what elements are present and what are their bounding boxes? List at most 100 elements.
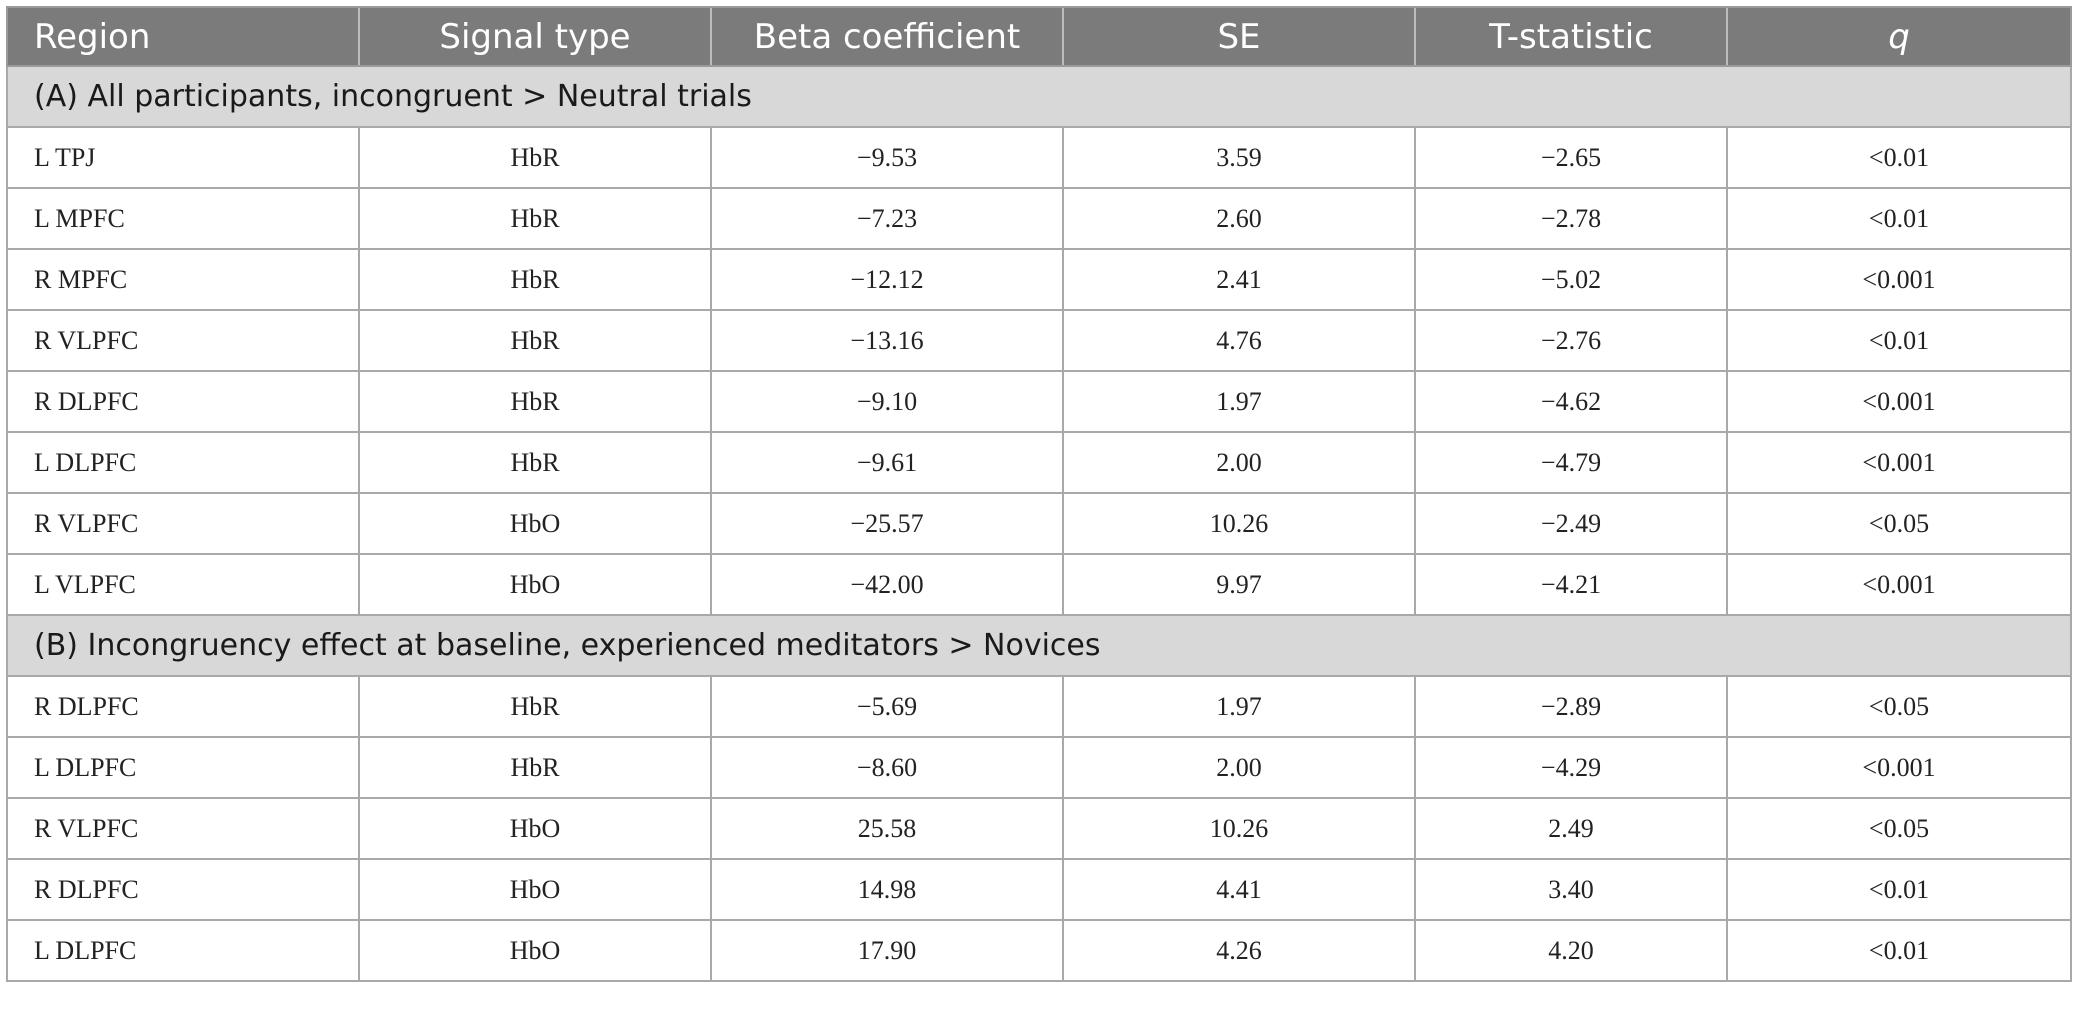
cell-q: <0.01 [1726, 187, 2072, 250]
cell-q: <0.01 [1726, 858, 2072, 921]
section-header-row: (B) Incongruency effect at baseline, exp… [6, 614, 2072, 677]
cell-t-statistic: −4.79 [1414, 431, 1728, 494]
cell-region: L MPFC [6, 187, 360, 250]
cell-signal-type: HbR [358, 126, 712, 189]
section-header-row: (A) All participants, incongruent > Neut… [6, 65, 2072, 128]
cell-se: 1.97 [1062, 370, 1416, 433]
cell-beta: −9.10 [710, 370, 1064, 433]
table-row: L VLPFC HbO −42.00 9.97 −4.21 <0.001 [6, 553, 2072, 616]
table-row: L TPJ HbR −9.53 3.59 −2.65 <0.01 [6, 126, 2072, 189]
cell-se: 2.60 [1062, 187, 1416, 250]
cell-beta: −5.69 [710, 675, 1064, 738]
cell-q: <0.01 [1726, 919, 2072, 982]
table-header: Region Signal type Beta coefficient SE T… [6, 6, 2072, 67]
cell-t-statistic: −4.29 [1414, 736, 1728, 799]
cell-q: <0.05 [1726, 492, 2072, 555]
table-body: (A) All participants, incongruent > Neut… [6, 65, 2072, 982]
cell-q: <0.001 [1726, 736, 2072, 799]
cell-beta: −9.53 [710, 126, 1064, 189]
cell-q: <0.001 [1726, 370, 2072, 433]
header-q: q [1726, 6, 2072, 67]
cell-beta: −8.60 [710, 736, 1064, 799]
cell-beta: −9.61 [710, 431, 1064, 494]
header-t-statistic: T-statistic [1414, 6, 1727, 67]
cell-signal-type: HbR [358, 187, 712, 250]
cell-region: R VLPFC [6, 492, 360, 555]
cell-q: <0.001 [1726, 431, 2072, 494]
cell-se: 9.97 [1062, 553, 1416, 616]
cell-signal-type: HbO [358, 553, 712, 616]
table-row: R VLPFC HbR −13.16 4.76 −2.76 <0.01 [6, 309, 2072, 372]
section-title: (B) Incongruency effect at baseline, exp… [6, 614, 2072, 677]
header-signal-type: Signal type [358, 6, 711, 67]
cell-se: 2.41 [1062, 248, 1416, 311]
cell-q: <0.001 [1726, 248, 2072, 311]
cell-se: 4.26 [1062, 919, 1416, 982]
cell-t-statistic: −2.78 [1414, 187, 1728, 250]
cell-t-statistic: 2.49 [1414, 797, 1728, 860]
cell-beta: 25.58 [710, 797, 1064, 860]
cell-signal-type: HbR [358, 248, 712, 311]
cell-region: L DLPFC [6, 431, 360, 494]
table-row: L MPFC HbR −7.23 2.60 −2.78 <0.01 [6, 187, 2072, 250]
table-row: L DLPFC HbR −8.60 2.00 −4.29 <0.001 [6, 736, 2072, 799]
cell-se: 10.26 [1062, 492, 1416, 555]
cell-signal-type: HbR [358, 370, 712, 433]
cell-signal-type: HbR [358, 431, 712, 494]
cell-region: R DLPFC [6, 858, 360, 921]
cell-region: L DLPFC [6, 736, 360, 799]
cell-beta: −13.16 [710, 309, 1064, 372]
cell-region: R MPFC [6, 248, 360, 311]
cell-t-statistic: −2.76 [1414, 309, 1728, 372]
cell-signal-type: HbO [358, 492, 712, 555]
cell-beta: 14.98 [710, 858, 1064, 921]
cell-se: 3.59 [1062, 126, 1416, 189]
cell-t-statistic: −2.89 [1414, 675, 1728, 738]
cell-beta: 17.90 [710, 919, 1064, 982]
cell-region: L VLPFC [6, 553, 360, 616]
cell-region: L TPJ [6, 126, 360, 189]
table-row: R DLPFC HbO 14.98 4.41 3.40 <0.01 [6, 858, 2072, 921]
cell-region: R DLPFC [6, 370, 360, 433]
cell-signal-type: HbO [358, 797, 712, 860]
cell-beta: −12.12 [710, 248, 1064, 311]
cell-region: R DLPFC [6, 675, 360, 738]
cell-se: 2.00 [1062, 736, 1416, 799]
header-beta-coefficient: Beta coefficient [710, 6, 1063, 67]
cell-se: 2.00 [1062, 431, 1416, 494]
cell-beta: −42.00 [710, 553, 1064, 616]
cell-q: <0.01 [1726, 126, 2072, 189]
header-row: Region Signal type Beta coefficient SE T… [6, 6, 2072, 67]
cell-region: R VLPFC [6, 309, 360, 372]
cell-t-statistic: −2.65 [1414, 126, 1728, 189]
cell-signal-type: HbR [358, 675, 712, 738]
cell-signal-type: HbR [358, 736, 712, 799]
cell-t-statistic: −4.21 [1414, 553, 1728, 616]
cell-t-statistic: −5.02 [1414, 248, 1728, 311]
cell-q: <0.001 [1726, 553, 2072, 616]
cell-t-statistic: 3.40 [1414, 858, 1728, 921]
cell-se: 10.26 [1062, 797, 1416, 860]
header-se: SE [1062, 6, 1415, 67]
table-row: L DLPFC HbR −9.61 2.00 −4.79 <0.001 [6, 431, 2072, 494]
cell-signal-type: HbR [358, 309, 712, 372]
table-row: L DLPFC HbO 17.90 4.26 4.20 <0.01 [6, 919, 2072, 982]
cell-signal-type: HbO [358, 858, 712, 921]
cell-signal-type: HbO [358, 919, 712, 982]
cell-q: <0.01 [1726, 309, 2072, 372]
cell-t-statistic: −4.62 [1414, 370, 1728, 433]
cell-region: L DLPFC [6, 919, 360, 982]
table-row: R MPFC HbR −12.12 2.41 −5.02 <0.001 [6, 248, 2072, 311]
results-table: Region Signal type Beta coefficient SE T… [6, 6, 2072, 982]
cell-beta: −25.57 [710, 492, 1064, 555]
cell-se: 1.97 [1062, 675, 1416, 738]
table-row: R DLPFC HbR −9.10 1.97 −4.62 <0.001 [6, 370, 2072, 433]
cell-t-statistic: 4.20 [1414, 919, 1728, 982]
cell-q: <0.05 [1726, 675, 2072, 738]
cell-se: 4.41 [1062, 858, 1416, 921]
cell-q: <0.05 [1726, 797, 2072, 860]
table-row: R VLPFC HbO 25.58 10.26 2.49 <0.05 [6, 797, 2072, 860]
cell-region: R VLPFC [6, 797, 360, 860]
cell-t-statistic: −2.49 [1414, 492, 1728, 555]
header-region: Region [6, 6, 359, 67]
